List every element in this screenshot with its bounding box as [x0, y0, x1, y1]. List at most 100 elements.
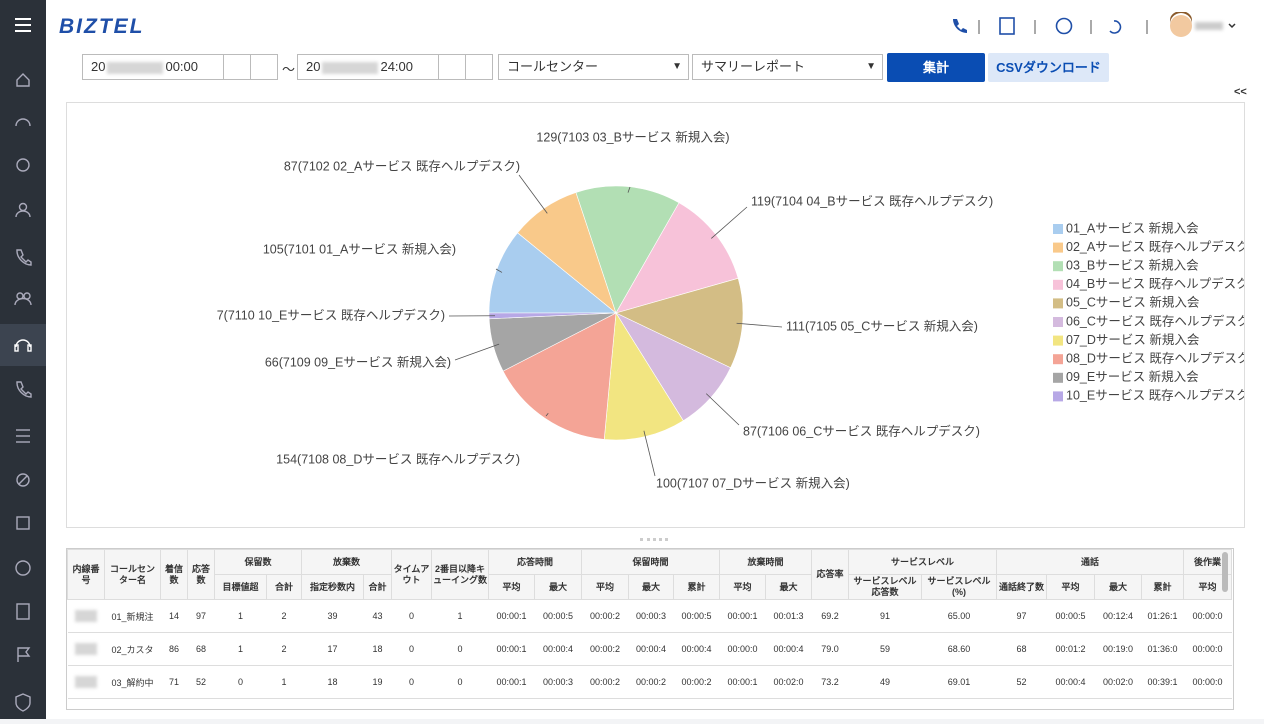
- header-group: 保留数: [215, 550, 302, 575]
- table-cell: 00:02:0: [766, 666, 812, 699]
- table-cell: 00:00:1: [489, 633, 535, 666]
- header-group: 放棄時間: [720, 550, 812, 575]
- table-cell: 0: [432, 633, 489, 666]
- slice-label: 100(7107 07_Dサービス 新規入会): [656, 475, 850, 490]
- refresh-icon[interactable]: [1110, 21, 1120, 33]
- slice-label: 105(7101 01_Aサービス 新規入会): [263, 241, 456, 256]
- help-icon[interactable]: [1057, 19, 1072, 34]
- table-cell: 00:19:0: [1095, 633, 1142, 666]
- legend-label: 07_Dサービス 新規入会: [1066, 332, 1200, 347]
- sidebar-icons: [0, 0, 46, 719]
- header-group: 通話: [997, 550, 1184, 575]
- clock-button[interactable]: [465, 54, 493, 80]
- table-cell: 00:00:2: [582, 666, 629, 699]
- table-cell: 01:36:0: [1142, 633, 1184, 666]
- table-cell: 00:00:3: [535, 666, 582, 699]
- table-cell: 52: [188, 666, 215, 699]
- extension-cell: [68, 633, 105, 666]
- avatar[interactable]: [1170, 15, 1192, 37]
- aggregate-button[interactable]: 集計: [887, 53, 985, 82]
- table-cell: 00:01:3: [766, 600, 812, 633]
- scrollbar[interactable]: [1222, 552, 1228, 592]
- legend-label: 10_Eサービス 既存ヘルプデスク: [1066, 388, 1244, 403]
- slice-label: 7(7110 10_Eサービス 既存ヘルプデスク): [217, 307, 445, 322]
- report-select[interactable]: サマリーレポート▼: [692, 54, 883, 80]
- header-cell: 2番目以降キューイング数: [432, 550, 489, 600]
- table-cell: 00:02:0: [1095, 666, 1142, 699]
- header-cell: 平均: [720, 575, 766, 600]
- table-cell: 00:12:4: [1095, 600, 1142, 633]
- time-to: 24:00: [380, 59, 413, 74]
- table-cell: 49: [849, 666, 922, 699]
- table-cell: 68: [188, 633, 215, 666]
- table-cell: 69.2: [812, 600, 849, 633]
- legend-label: 02_Aサービス 既存ヘルプデスク: [1066, 239, 1244, 254]
- table-cell: 68: [997, 633, 1047, 666]
- table-cell: 00:00:3: [629, 600, 674, 633]
- slice-label: 66(7109 09_Eサービス 新規入会): [265, 354, 451, 369]
- legend-swatch: [1053, 298, 1063, 308]
- group-select[interactable]: コールセンター▼: [498, 54, 689, 80]
- table-cell: 65.00: [922, 600, 997, 633]
- legend-swatch: [1053, 224, 1063, 234]
- table-cell: 0: [392, 600, 432, 633]
- header-cell: 最大: [766, 575, 812, 600]
- table-cell: 00:00:0: [1184, 600, 1232, 633]
- table-cell: 1: [215, 633, 267, 666]
- legend-swatch: [1053, 280, 1063, 290]
- blurred-extension: [75, 643, 97, 655]
- slice-label: 111(7105 05_Cサービス 新規入会): [786, 318, 978, 333]
- table-cell: 00:00:2: [674, 666, 720, 699]
- table-cell: 00:00:0: [1184, 633, 1232, 666]
- leader-line: [737, 323, 782, 327]
- calendar-button[interactable]: [438, 54, 466, 80]
- legend-label: 05_Cサービス 新規入会: [1066, 295, 1200, 310]
- table-cell: 00:00:2: [629, 666, 674, 699]
- table-cell: 91: [849, 600, 922, 633]
- table-cell: 97: [188, 600, 215, 633]
- legend-swatch: [1053, 354, 1063, 364]
- legend-swatch: [1053, 261, 1063, 271]
- legend-label: 04_Bサービス 既存ヘルプデスク: [1066, 276, 1244, 291]
- clock-button[interactable]: [250, 54, 278, 80]
- resize-handle[interactable]: [640, 538, 668, 541]
- blurred-extension: [75, 676, 97, 688]
- leader-line: [711, 207, 747, 238]
- calendar-button[interactable]: [223, 54, 251, 80]
- legend-swatch: [1053, 317, 1063, 327]
- table-cell: 2: [267, 600, 302, 633]
- table-cell: 00:00:2: [582, 633, 629, 666]
- header-cell: 目標値超: [215, 575, 267, 600]
- slice-label: 119(7104 04_Bサービス 既存ヘルプデスク): [751, 193, 993, 208]
- csv-button[interactable]: CSVダウンロード: [988, 53, 1109, 82]
- table-cell: 79.0: [812, 633, 849, 666]
- legend-swatch: [1053, 243, 1063, 253]
- header-cell: サービスレベル応答数: [849, 575, 922, 600]
- table-cell: 69.01: [922, 666, 997, 699]
- header-cell: 合計: [267, 575, 302, 600]
- collapse-button[interactable]: <<: [1234, 86, 1247, 98]
- table-cell: 00:39:1: [1142, 666, 1184, 699]
- phone-icon[interactable]: [953, 19, 967, 33]
- table-cell: 1: [432, 600, 489, 633]
- contact-icon[interactable]: [1000, 18, 1014, 34]
- table-cell: 0: [392, 633, 432, 666]
- legend-label: 01_Aサービス 新規入会: [1066, 220, 1199, 235]
- table-cell: 14: [161, 600, 188, 633]
- legend-swatch: [1053, 373, 1063, 383]
- table-cell: 00:00:4: [535, 633, 582, 666]
- header-cell: タイムアウト: [392, 550, 432, 600]
- header-cell: 指定秒数内: [302, 575, 364, 600]
- table-cell: 00:00:4: [674, 633, 720, 666]
- header-cell: 累計: [1142, 575, 1184, 600]
- header-cell: コールセンター名: [105, 550, 161, 600]
- table-cell: 0: [215, 666, 267, 699]
- report-select-value: サマリーレポート: [701, 59, 805, 74]
- header-cell: 応答数: [188, 550, 215, 600]
- header-icons: [941, 12, 1241, 42]
